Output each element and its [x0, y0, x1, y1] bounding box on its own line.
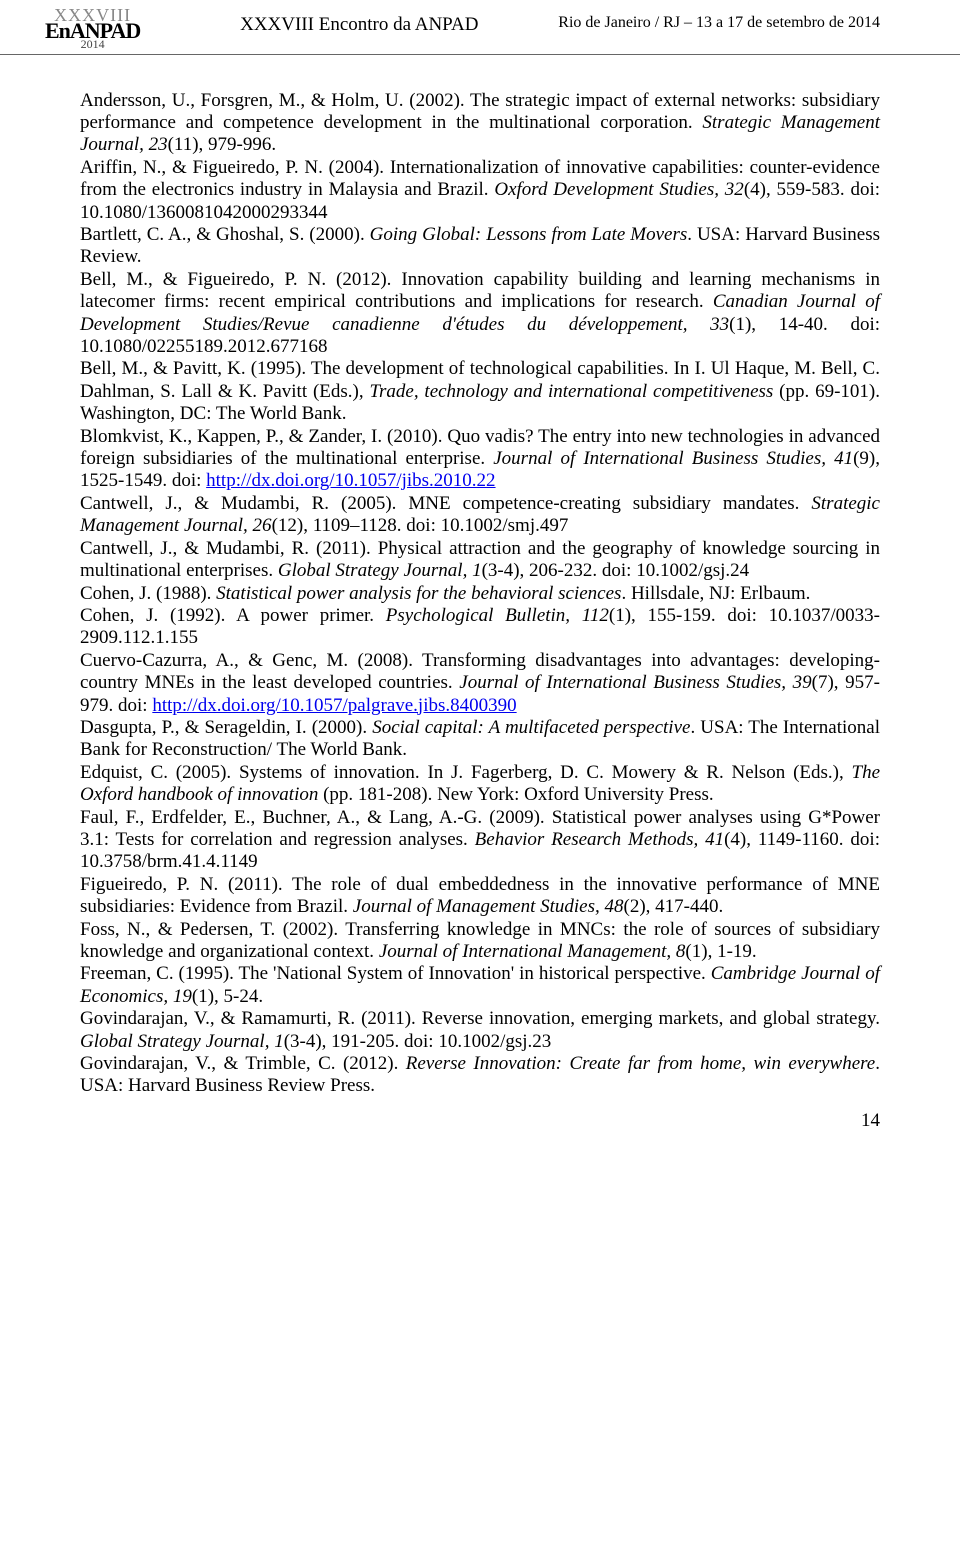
references-list: Andersson, U., Forsgren, M., & Holm, U. … [0, 90, 960, 1098]
reference-journal: Journal of International Management, 8 [379, 941, 686, 962]
reference-item: Govindarajan, V., & Trimble, C. (2012). … [80, 1053, 880, 1098]
reference-text: Cohen, J. (1988). [80, 583, 216, 604]
conference-location-date: Rio de Janeiro / RJ – 13 a 17 de setembr… [558, 8, 880, 32]
reference-journal: Oxford Development Studies, 32 [494, 179, 743, 200]
reference-text: (2), 417-440. [624, 896, 724, 917]
page-number: 14 [0, 1110, 960, 1132]
logo-year-text: 2014 [81, 40, 105, 50]
reference-item: Bell, M., & Figueiredo, P. N. (2012). In… [80, 269, 880, 359]
doi-link[interactable]: http://dx.doi.org/10.1057/jibs.2010.22 [206, 470, 495, 491]
conference-logo: XXXVIII EnANPAD 2014 [45, 8, 140, 50]
reference-text: (12), 1109–1128. doi: 10.1002/smj.497 [272, 515, 569, 536]
reference-item: Faul, F., Erdfelder, E., Buchner, A., & … [80, 807, 880, 874]
reference-item: Cantwell, J., & Mudambi, R. (2005). MNE … [80, 493, 880, 538]
reference-text: Govindarajan, V., & Trimble, C. (2012). [80, 1053, 406, 1074]
reference-text: (1), 5-24. [192, 986, 263, 1007]
reference-text: . Hillsdale, NJ: Erlbaum. [621, 583, 810, 604]
reference-item: Cohen, J. (1988). Statistical power anal… [80, 583, 880, 605]
page-header: XXXVIII EnANPAD 2014 XXXVIII Encontro da… [0, 0, 960, 55]
reference-item: Dasgupta, P., & Serageldin, I. (2000). S… [80, 717, 880, 762]
reference-text: (pp. 181-208). New York: Oxford Universi… [318, 784, 713, 805]
reference-item: Edquist, C. (2005). Systems of innovatio… [80, 762, 880, 807]
reference-item: Ariffin, N., & Figueiredo, P. N. (2004).… [80, 157, 880, 224]
reference-text: Cantwell, J., & Mudambi, R. (2005). MNE … [80, 493, 811, 514]
reference-journal: Behavior Research Methods, 41 [475, 829, 724, 850]
reference-journal: Journal of International Business Studie… [493, 448, 853, 469]
reference-text: (1), 1-19. [685, 941, 756, 962]
reference-journal: Journal of Management Studies, 48 [353, 896, 624, 917]
reference-journal: Psychological Bulletin, 112 [386, 605, 609, 626]
reference-journal: Global Strategy Journal, 1 [80, 1031, 284, 1052]
reference-text: Govindarajan, V., & Ramamurti, R. (2011)… [80, 1008, 880, 1029]
reference-item: Andersson, U., Forsgren, M., & Holm, U. … [80, 90, 880, 157]
reference-text: Dasgupta, P., & Serageldin, I. (2000). [80, 717, 372, 738]
reference-journal: Trade, technology and international comp… [369, 381, 773, 402]
reference-text: (3-4), 206-232. doi: 10.1002/gsj.24 [482, 560, 750, 581]
reference-item: Govindarajan, V., & Ramamurti, R. (2011)… [80, 1008, 880, 1053]
reference-item: Cohen, J. (1992). A power primer. Psycho… [80, 605, 880, 650]
reference-text: Cohen, J. (1992). A power primer. [80, 605, 386, 626]
reference-item: Freeman, C. (1995). The 'National System… [80, 963, 880, 1008]
conference-title: XXXVIII Encontro da ANPAD [160, 8, 558, 36]
reference-text: (3-4), 191-205. doi: 10.1002/gsj.23 [284, 1031, 552, 1052]
doi-link[interactable]: http://dx.doi.org/10.1057/palgrave.jibs.… [152, 695, 516, 716]
reference-item: Blomkvist, K., Kappen, P., & Zander, I. … [80, 426, 880, 493]
reference-journal: Journal of International Business Studie… [459, 672, 811, 693]
reference-item: Bartlett, C. A., & Ghoshal, S. (2000). G… [80, 224, 880, 269]
reference-item: Cuervo-Cazurra, A., & Genc, M. (2008). T… [80, 650, 880, 717]
reference-journal: Reverse Innovation: Create far from home… [406, 1053, 875, 1074]
reference-journal: Statistical power analysis for the behav… [216, 583, 621, 604]
reference-text: (11), 979-996. [168, 134, 277, 155]
reference-item: Bell, M., & Pavitt, K. (1995). The devel… [80, 358, 880, 425]
reference-item: Foss, N., & Pedersen, T. (2002). Transfe… [80, 919, 880, 964]
reference-item: Figueiredo, P. N. (2011). The role of du… [80, 874, 880, 919]
reference-journal: Social capital: A multifaceted perspecti… [372, 717, 690, 738]
reference-journal: Going Global: Lessons from Late Movers [370, 224, 688, 245]
reference-text: Freeman, C. (1995). The 'National System… [80, 963, 711, 984]
reference-journal: Global Strategy Journal, 1 [278, 560, 482, 581]
reference-text: Edquist, C. (2005). Systems of innovatio… [80, 762, 852, 783]
reference-item: Cantwell, J., & Mudambi, R. (2011). Phys… [80, 538, 880, 583]
reference-text: Bartlett, C. A., & Ghoshal, S. (2000). [80, 224, 370, 245]
